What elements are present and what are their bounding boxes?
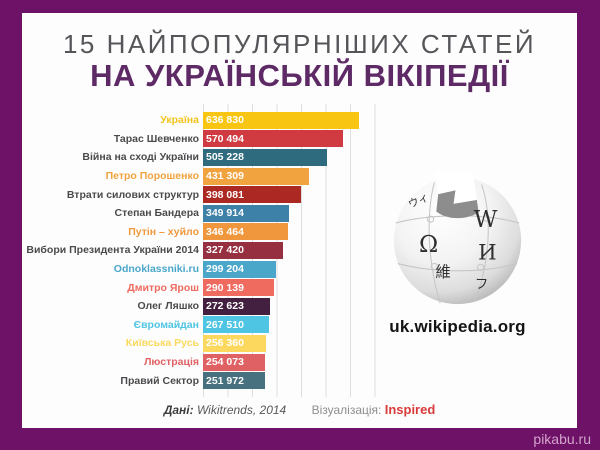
- bar-value-label: 256 360: [206, 337, 244, 350]
- bar-row: Степан Бандера 349 914: [22, 204, 392, 223]
- bar-value-label: 299 204: [206, 263, 244, 276]
- bar-category-label: Олег Ляшко: [137, 300, 199, 313]
- visualization-label: Візуалізація:: [311, 403, 382, 417]
- bar: 431 309: [203, 167, 309, 185]
- page-title: 15 НАЙПОПУЛЯРНІШИХ СТАТЕЙ НА УКРАЇНСЬКІЙ…: [22, 29, 577, 93]
- bar-track: 251 972: [199, 372, 380, 390]
- bar-chart: Україна 636 830 Тарас Шевченко 570 494 Війна…: [22, 104, 392, 404]
- bar-value-label: 570 494: [206, 132, 244, 145]
- bar-row: Євромайдан 267 510: [22, 316, 392, 335]
- bar-row: Правий Сектор 251 972: [22, 371, 392, 390]
- svg-text:И: И: [478, 241, 497, 266]
- bar-value-label: 505 228: [206, 151, 244, 164]
- bar-value-label: 272 623: [206, 300, 244, 313]
- title-line-1: 15 НАЙПОПУЛЯРНІШИХ СТАТЕЙ: [62, 29, 537, 59]
- bar-value-label: 636 830: [206, 114, 244, 127]
- bar-track: 346 464: [199, 223, 380, 241]
- bar-category-label: Петро Порошенко: [105, 170, 199, 183]
- bar: 398 081: [203, 186, 301, 204]
- bar-row: Україна 636 830: [22, 111, 392, 130]
- bar-track: 272 623: [199, 297, 380, 315]
- bar-track: 256 360: [199, 334, 380, 352]
- svg-text:Ω: Ω: [419, 232, 438, 258]
- visualization-brand: Inspired: [384, 402, 436, 417]
- bar-row: Втрати силових структур 398 081: [22, 185, 392, 204]
- bar-category-label: Степан Бандера: [114, 207, 200, 220]
- bar-category-label: Війна на сході України: [82, 151, 199, 164]
- bar-value-label: 254 073: [206, 356, 244, 369]
- footer-credits: Дані: Wikitrends, 2014 Візуалізація: Ins…: [22, 402, 577, 417]
- bar-track: 636 830: [199, 111, 380, 129]
- bar-track: 290 139: [199, 279, 380, 297]
- bar: 256 360: [203, 334, 266, 352]
- bar-row: Війна на сході України 505 228: [22, 148, 392, 167]
- bar-track: 299 204: [199, 260, 380, 278]
- bar-value-label: 431 309: [206, 170, 244, 183]
- svg-text:維: 維: [435, 263, 450, 281]
- bar: 505 228: [203, 148, 327, 166]
- bar: 570 494: [203, 130, 343, 148]
- bar-value-label: 327 420: [206, 244, 244, 257]
- bar-value-label: 267 510: [206, 318, 244, 331]
- bar-category-label: Втрати силових структур: [66, 188, 199, 201]
- bar-row: Олег Ляшко 272 623: [22, 297, 392, 316]
- bar: 272 623: [203, 297, 270, 315]
- svg-text:フ: フ: [475, 277, 489, 293]
- bar-row: Путін – хуйло 346 464: [22, 223, 392, 242]
- pikabu-watermark: pikabu.ru: [533, 431, 591, 447]
- bar: 349 914: [203, 204, 289, 222]
- bar: 327 420: [203, 241, 284, 259]
- bar-value-label: 349 914: [206, 207, 244, 220]
- bar: 267 510: [203, 316, 269, 334]
- wikipedia-globe-icon: W И Ω 維 ウィ フ: [393, 171, 522, 305]
- bar-track: 254 073: [199, 353, 380, 371]
- wikipedia-logo-block: W И Ω 維 ウィ フ uk.wikipedia.org: [385, 171, 530, 337]
- bar: 251 972: [203, 372, 265, 390]
- bar-row: Вибори Президента України 2014 327 420: [22, 241, 392, 260]
- bar-track: 570 494: [199, 130, 380, 148]
- bar-category-label: Київська Русь: [125, 337, 199, 350]
- bar-category-label: Правий Сектор: [120, 374, 199, 387]
- bar-row: Дмитро Ярош 290 139: [22, 278, 392, 297]
- chart-rows: Україна 636 830 Тарас Шевченко 570 494 Війна…: [22, 111, 392, 390]
- bar-row: Петро Порошенко 431 309: [22, 167, 392, 186]
- bar-category-label: Путін – хуйло: [128, 225, 199, 238]
- bar: 299 204: [203, 260, 277, 278]
- bar-track: 327 420: [199, 241, 380, 259]
- bar-track: 267 510: [199, 316, 380, 334]
- bar-row: Odnoklassniki.ru 299 204: [22, 260, 392, 279]
- bar-value-label: 346 464: [206, 225, 244, 238]
- bar-category-label: Дмитро Ярош: [127, 281, 199, 294]
- svg-text:W: W: [474, 207, 498, 233]
- bar-value-label: 290 139: [206, 281, 244, 294]
- content-panel: 15 НАЙПОПУЛЯРНІШИХ СТАТЕЙ НА УКРАЇНСЬКІЙ…: [22, 13, 577, 428]
- bar: 636 830: [203, 111, 359, 129]
- bar-row: Люстрація 254 073: [22, 353, 392, 372]
- bar-category-label: Вибори Президента України 2014: [26, 244, 199, 257]
- wikipedia-url-caption: uk.wikipedia.org: [389, 317, 526, 336]
- title-line-2: НА УКРАЇНСЬКІЙ ВІКІПЕДІЇ: [90, 58, 509, 93]
- bar-row: Тарас Шевченко 570 494: [22, 130, 392, 149]
- bar-category-label: Україна: [160, 114, 199, 127]
- bar-category-label: Люстрація: [144, 356, 199, 369]
- data-source-label: Дані:: [163, 403, 194, 417]
- bar-track: 431 309: [199, 167, 380, 185]
- bar: 346 464: [203, 223, 288, 241]
- bar-track: 505 228: [199, 148, 380, 166]
- data-source-value: Wikitrends, 2014: [196, 403, 287, 417]
- bar-value-label: 251 972: [206, 374, 244, 387]
- bar-category-label: Тарас Шевченко: [113, 132, 199, 145]
- bar-category-label: Odnoklassniki.ru: [113, 263, 199, 276]
- bar-category-label: Євромайдан: [133, 318, 199, 331]
- bar: 290 139: [203, 279, 275, 297]
- bar: 254 073: [203, 353, 266, 371]
- bar-track: 349 914: [199, 204, 380, 222]
- bar-track: 398 081: [199, 186, 380, 204]
- bar-value-label: 398 081: [206, 188, 244, 201]
- bar-row: Київська Русь 256 360: [22, 334, 392, 353]
